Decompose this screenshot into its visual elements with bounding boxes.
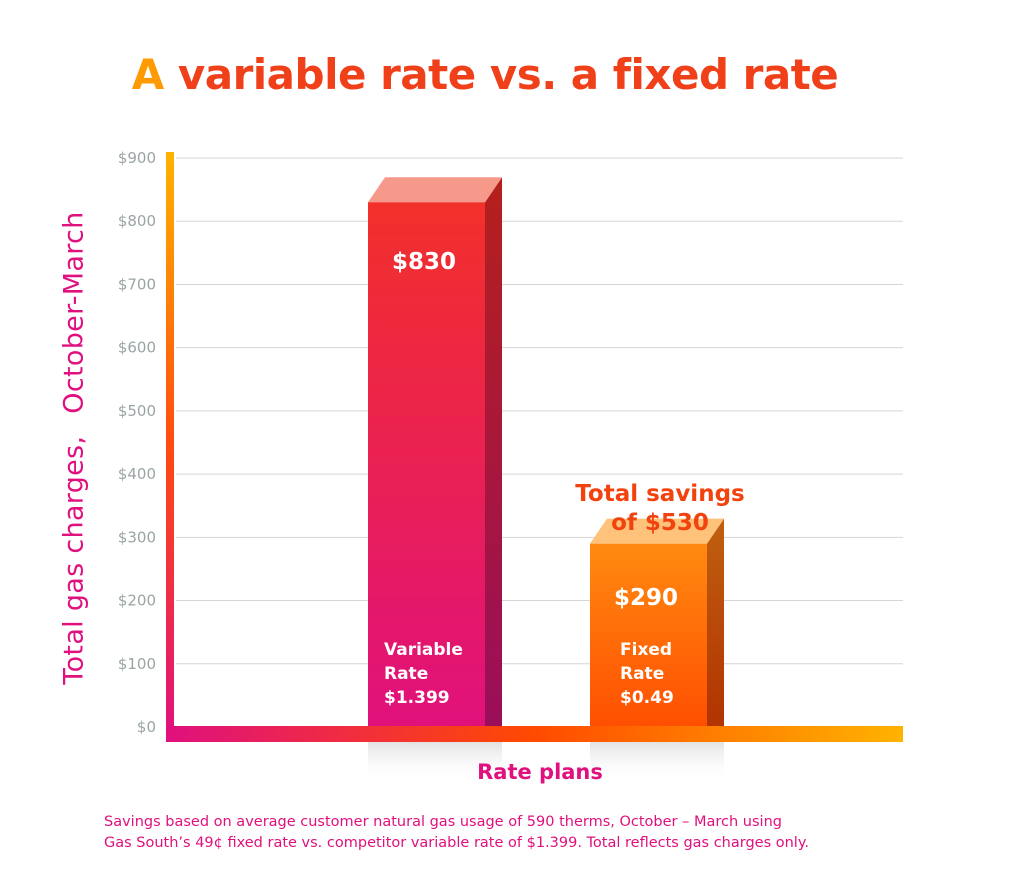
chart-title-part1: A: [131, 50, 165, 99]
footnote-line1: Savings based on average customer natura…: [104, 814, 782, 830]
x-axis-line: [166, 726, 903, 742]
footnote: Savings based on average customer natura…: [104, 812, 1004, 854]
bar-desc-fixed-line3: $0.49: [620, 688, 674, 708]
x-axis-label: Rate plans: [477, 760, 603, 784]
y-axis-label-part2: October-March: [58, 211, 90, 414]
savings-annotation-line2: of $530: [611, 510, 709, 536]
gridlines: [176, 157, 903, 665]
bar-desc-variable-line2: Rate: [384, 664, 429, 684]
bar-top-fixed: [590, 518, 724, 544]
y-tick-label: $200: [118, 592, 156, 610]
bar-reflection-variable: [368, 742, 502, 782]
chart-title-part2: variable rate vs. a fixed rate: [177, 50, 839, 99]
savings-annotation: Total savings of $530: [575, 480, 744, 538]
y-tick-label: $400: [118, 465, 156, 483]
y-tick-label: $500: [118, 402, 156, 420]
y-tick-label: $0: [137, 718, 156, 736]
bar-desc-variable-line3: $1.399: [384, 688, 450, 708]
savings-annotation-line1: Total savings: [575, 481, 745, 507]
bar-fixed: [590, 543, 707, 742]
bars: [368, 177, 724, 782]
y-tick-label: $900: [118, 149, 156, 167]
y-tick-label: $800: [118, 212, 156, 230]
bar-side-fixed: [707, 518, 724, 742]
bar-desc-fixed-line2: Rate: [620, 664, 665, 684]
y-tick-label: $100: [118, 655, 156, 673]
chart-title: A variable rate vs. a fixed rate: [0, 50, 970, 99]
bar-desc-fixed-line1: Fixed: [620, 640, 673, 660]
footnote-line2: Gas South’s 49¢ fixed rate vs. competito…: [104, 835, 809, 851]
bar-desc-variable-line1: Variable: [384, 640, 463, 660]
y-tick-label: $600: [118, 339, 156, 357]
y-tick-label: $300: [118, 528, 156, 546]
bar-value-label-variable: $830: [392, 249, 457, 275]
bar-variable: [368, 202, 485, 742]
y-tick-labels: $0 $100 $200 $300 $400 $500 $600 $700 $800 $900: [118, 149, 156, 736]
bar-desc-fixed: Fixed Rate $0.49: [620, 638, 674, 710]
y-axis-label: Total gas charges, October-March: [59, 211, 90, 684]
bar-value-label-fixed: $290: [614, 585, 679, 611]
bar-reflection-fixed: [590, 742, 724, 782]
bar-top-variable: [368, 177, 502, 203]
y-tick-label: $700: [118, 275, 156, 293]
bar-side-variable: [485, 177, 502, 742]
y-axis-label-part1: Total gas charges,: [58, 435, 90, 685]
bar-desc-variable: Variable Rate $1.399: [384, 638, 463, 710]
y-axis-line: [166, 152, 174, 742]
